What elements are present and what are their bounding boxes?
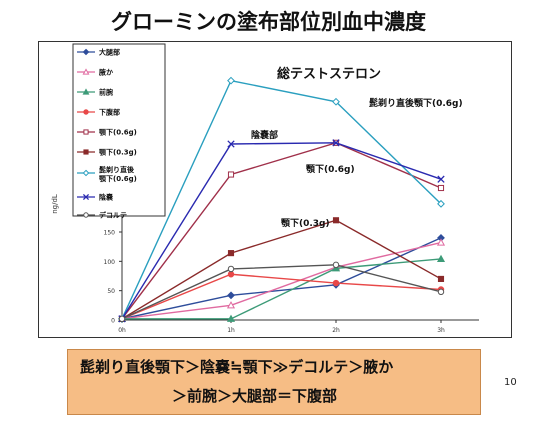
series-line [121, 142, 442, 320]
legend-item: 下腹部 [77, 108, 120, 117]
data-point [332, 139, 340, 147]
y-tick-label: 100 [104, 259, 116, 266]
series-line [121, 142, 442, 320]
data-point [227, 250, 235, 257]
data-point [436, 238, 446, 246]
legend-marker [83, 129, 89, 135]
data-point [226, 314, 236, 322]
legend-marker [83, 212, 89, 218]
chart-annotation: 陰嚢部 [251, 129, 278, 141]
legend-marker [82, 88, 90, 95]
series-9 [118, 261, 445, 323]
data-point [332, 217, 340, 224]
legend-item: 前腕 [77, 88, 113, 97]
series-line [122, 258, 442, 320]
data-point [227, 171, 235, 178]
legend-label: 陰嚢 [99, 193, 114, 202]
legend-label: 大腿部 [99, 48, 120, 57]
legend-marker [82, 193, 90, 201]
series-6 [118, 217, 445, 322]
x-tick-label: 3h [437, 327, 445, 334]
data-point [437, 288, 445, 296]
data-point [227, 265, 235, 273]
legend-label: 顎下(0.3g) [99, 148, 137, 157]
data-point [227, 140, 235, 148]
data-point [118, 315, 126, 323]
legend-item: デコルテ [77, 211, 127, 220]
data-point [437, 184, 445, 192]
data-point [436, 254, 446, 263]
data-point [227, 271, 235, 278]
legend-item: 大腿部 [77, 48, 120, 57]
legend-item: 顎下(0.3g) [77, 148, 137, 157]
chart-frame: 総テストステロン ng/dL 0501001502002503003504004… [38, 41, 512, 338]
legend: 大腿部腋か前腕下腹部顎下(0.6g)顎下(0.3g)髭剃り直後顎下(0.6g)陰… [72, 43, 166, 220]
legend-item: 顎下(0.6g) [77, 128, 137, 137]
legend-label: 顎下(0.6g) [99, 128, 137, 137]
x-tick-label: 1h [227, 327, 235, 334]
series-3 [117, 254, 446, 322]
x-tick-label: 2h [332, 327, 340, 334]
data-point [332, 261, 340, 269]
legend-marker [83, 149, 89, 155]
page-number: 10 [504, 377, 517, 388]
series-line [121, 273, 442, 320]
line-chart: 総テストステロン ng/dL 0501001502002503003504004… [51, 43, 479, 334]
data-point [437, 175, 445, 183]
legend-label: デコルテ [99, 211, 127, 220]
legend-item: 髭剃り直後顎下(0.6g) [77, 165, 137, 183]
series-layer [117, 76, 446, 323]
summary-box: 髭剃り直後顎下＞陰嚢≒顎下≫デコルテ＞腋か ＞前腕＞大腿部＝下腹部 [67, 349, 481, 415]
slide-title: グローミンの塗布部位別血中濃度 [111, 10, 426, 34]
y-tick-label: 0 [111, 318, 115, 325]
y-tick-label: 150 [104, 230, 116, 237]
series-line [121, 264, 442, 320]
legend-item: 陰嚢 [77, 193, 114, 202]
series-line [121, 241, 442, 320]
series-line [121, 237, 442, 320]
data-point [227, 291, 235, 300]
summary-line-1: 髭剃り直後顎下＞陰嚢≒顎下≫デコルテ＞腋か [80, 358, 394, 376]
chart-title: 総テストステロン [277, 66, 381, 82]
chart-annotation: 顎下(0.3g) [281, 218, 330, 229]
legend-label: 下腹部 [99, 108, 120, 117]
legend-marker [82, 48, 90, 56]
series-7 [118, 76, 445, 323]
marker-stroke [437, 175, 445, 183]
legend-label: 前腕 [99, 88, 113, 97]
legend-marker [82, 68, 90, 75]
chart-annotation: 顎下(0.6g) [306, 164, 355, 175]
marker-stroke [82, 193, 90, 201]
legend-label: 顎下(0.6g) [99, 174, 137, 183]
series-4 [118, 271, 445, 323]
data-point [227, 76, 235, 85]
data-point [437, 275, 445, 282]
legend-item: 腋か [77, 68, 113, 77]
summary-line-2: ＞前腕＞大腿部＝下腹部 [172, 387, 338, 405]
series-line [121, 219, 442, 320]
legend-label: 腋か [98, 68, 113, 77]
series-line [121, 79, 442, 320]
marker-stroke [332, 139, 340, 147]
legend-marker [82, 169, 90, 177]
data-point [437, 199, 445, 208]
y-tick-label: 50 [107, 288, 115, 295]
y-axis-label: ng/dL [51, 194, 59, 214]
legend-label: 髭剃り直後 [99, 165, 135, 174]
x-tick-label: 0h [118, 327, 126, 334]
chart-annotation: 髭剃り直後顎下(0.6g) [369, 97, 463, 109]
data-point [332, 97, 340, 106]
data-point [226, 301, 236, 309]
marker-stroke [227, 140, 235, 148]
legend-marker [83, 109, 89, 115]
data-point [332, 279, 340, 287]
